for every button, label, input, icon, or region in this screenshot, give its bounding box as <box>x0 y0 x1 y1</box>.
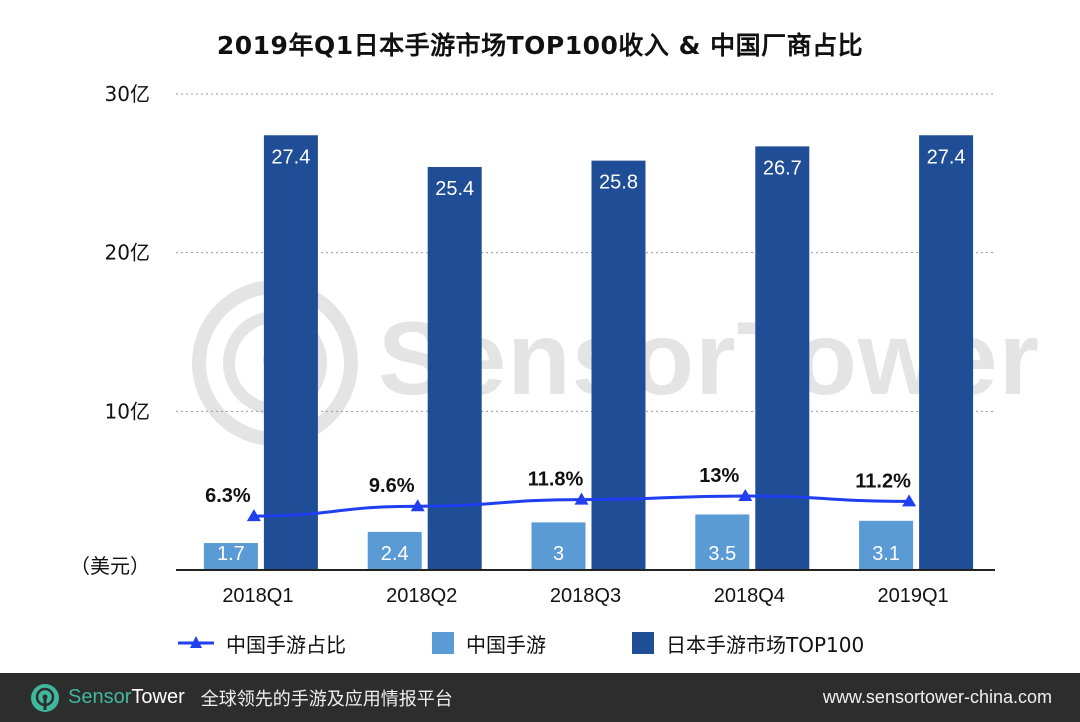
bar-china-2018Q3 <box>531 522 586 570</box>
bar-china-2019Q1 <box>859 520 914 570</box>
legend-item-top100: 日本手游市场TOP100 <box>632 625 864 661</box>
footer-slogan: 全球领先的手游及应用情报平台 <box>200 688 453 710</box>
legend-label-top100: 日本手游市场TOP100 <box>666 632 865 657</box>
bar-top100-label-2018Q3: 25.8 <box>599 172 638 194</box>
bar-top100-2018Q3 <box>591 160 646 570</box>
bar-top100-2018Q1 <box>263 135 318 570</box>
bar-china-label-2018Q4: 3.5 <box>708 543 736 565</box>
bar-top100-2019Q1 <box>919 135 974 570</box>
share-marker-2018Q3 <box>574 492 589 505</box>
legend-line-icon <box>178 636 214 648</box>
footer-bar: SensorTower 全球领先的手游及应用情报平台 www.sensortow… <box>0 673 1080 722</box>
chart-title: 2019年Q1日本手游市场TOP100收入 & 中国厂商占比 <box>216 31 864 60</box>
legend: 中国手游占比 中国手游 日本手游市场TOP100 <box>0 625 1080 661</box>
footer-brand: SensorTower <box>68 686 185 708</box>
legend-label-china: 中国手游 <box>466 632 546 657</box>
share-label-2019Q1: 11.2% <box>855 470 911 492</box>
legend-swatch-china <box>432 632 454 654</box>
chart-area: 10亿 20亿 30亿 （美元） 1.7 27.4 2018Q1 2.4 25.4 2018Q2 3… <box>70 82 995 607</box>
legend-item-china: 中国手游 <box>432 625 546 661</box>
share-marker-2019Q1 <box>902 494 917 507</box>
share-label-2018Q2: 9.6% <box>369 475 415 497</box>
x-tick-label-2018Q3: 2018Q3 <box>550 585 621 607</box>
x-tick-label-2018Q2: 2018Q2 <box>386 585 457 607</box>
x-tick-label-2018Q1: 2018Q1 <box>222 585 293 607</box>
bar-top100-label-2018Q1: 27.4 <box>271 146 310 168</box>
legend-swatch-top100 <box>632 632 654 654</box>
x-tick-label-2018Q4: 2018Q4 <box>714 585 785 607</box>
y-unit-label: （美元） <box>70 554 150 578</box>
bar-top100-2018Q2 <box>427 166 482 570</box>
y-tick-label-0: 10亿 <box>105 399 150 423</box>
share-marker-2018Q2 <box>410 499 425 512</box>
bar-top100-2018Q4 <box>755 146 810 571</box>
bar-top100-label-2019Q1: 27.4 <box>927 146 966 168</box>
sensortower-logo-icon <box>31 683 59 712</box>
bar-china-2018Q1 <box>203 543 258 570</box>
bar-china-label-2018Q3: 3 <box>553 543 564 565</box>
share-marker-2018Q1 <box>246 509 261 522</box>
share-label-2018Q1: 6.3% <box>205 485 251 507</box>
bar-top100-label-2018Q2: 25.4 <box>435 178 474 200</box>
y-tick-label-1: 20亿 <box>105 241 150 265</box>
y-tick-label-2: 30亿 <box>105 82 150 106</box>
footer-logo: SensorTower <box>30 683 185 713</box>
bar-china-2018Q2 <box>367 531 422 570</box>
footer-url[interactable]: www.sensortower-china.com <box>822 687 1052 707</box>
x-tick-label-2019Q1: 2019Q1 <box>878 585 949 607</box>
bar-china-label-2019Q1: 3.1 <box>872 543 900 565</box>
bar-china-label-2018Q1: 1.7 <box>217 543 245 565</box>
bar-top100-label-2018Q4: 26.7 <box>763 157 802 179</box>
bar-china-label-2018Q2: 2.4 <box>381 543 409 565</box>
legend-label-share: 中国手游占比 <box>226 632 346 657</box>
legend-item-share: 中国手游占比 <box>178 625 346 661</box>
share-marker-2018Q4 <box>738 489 753 501</box>
bar-china-2018Q4 <box>695 514 750 570</box>
share-label-2018Q4: 13% <box>699 465 739 487</box>
share-label-2018Q3: 11.8% <box>528 469 584 491</box>
